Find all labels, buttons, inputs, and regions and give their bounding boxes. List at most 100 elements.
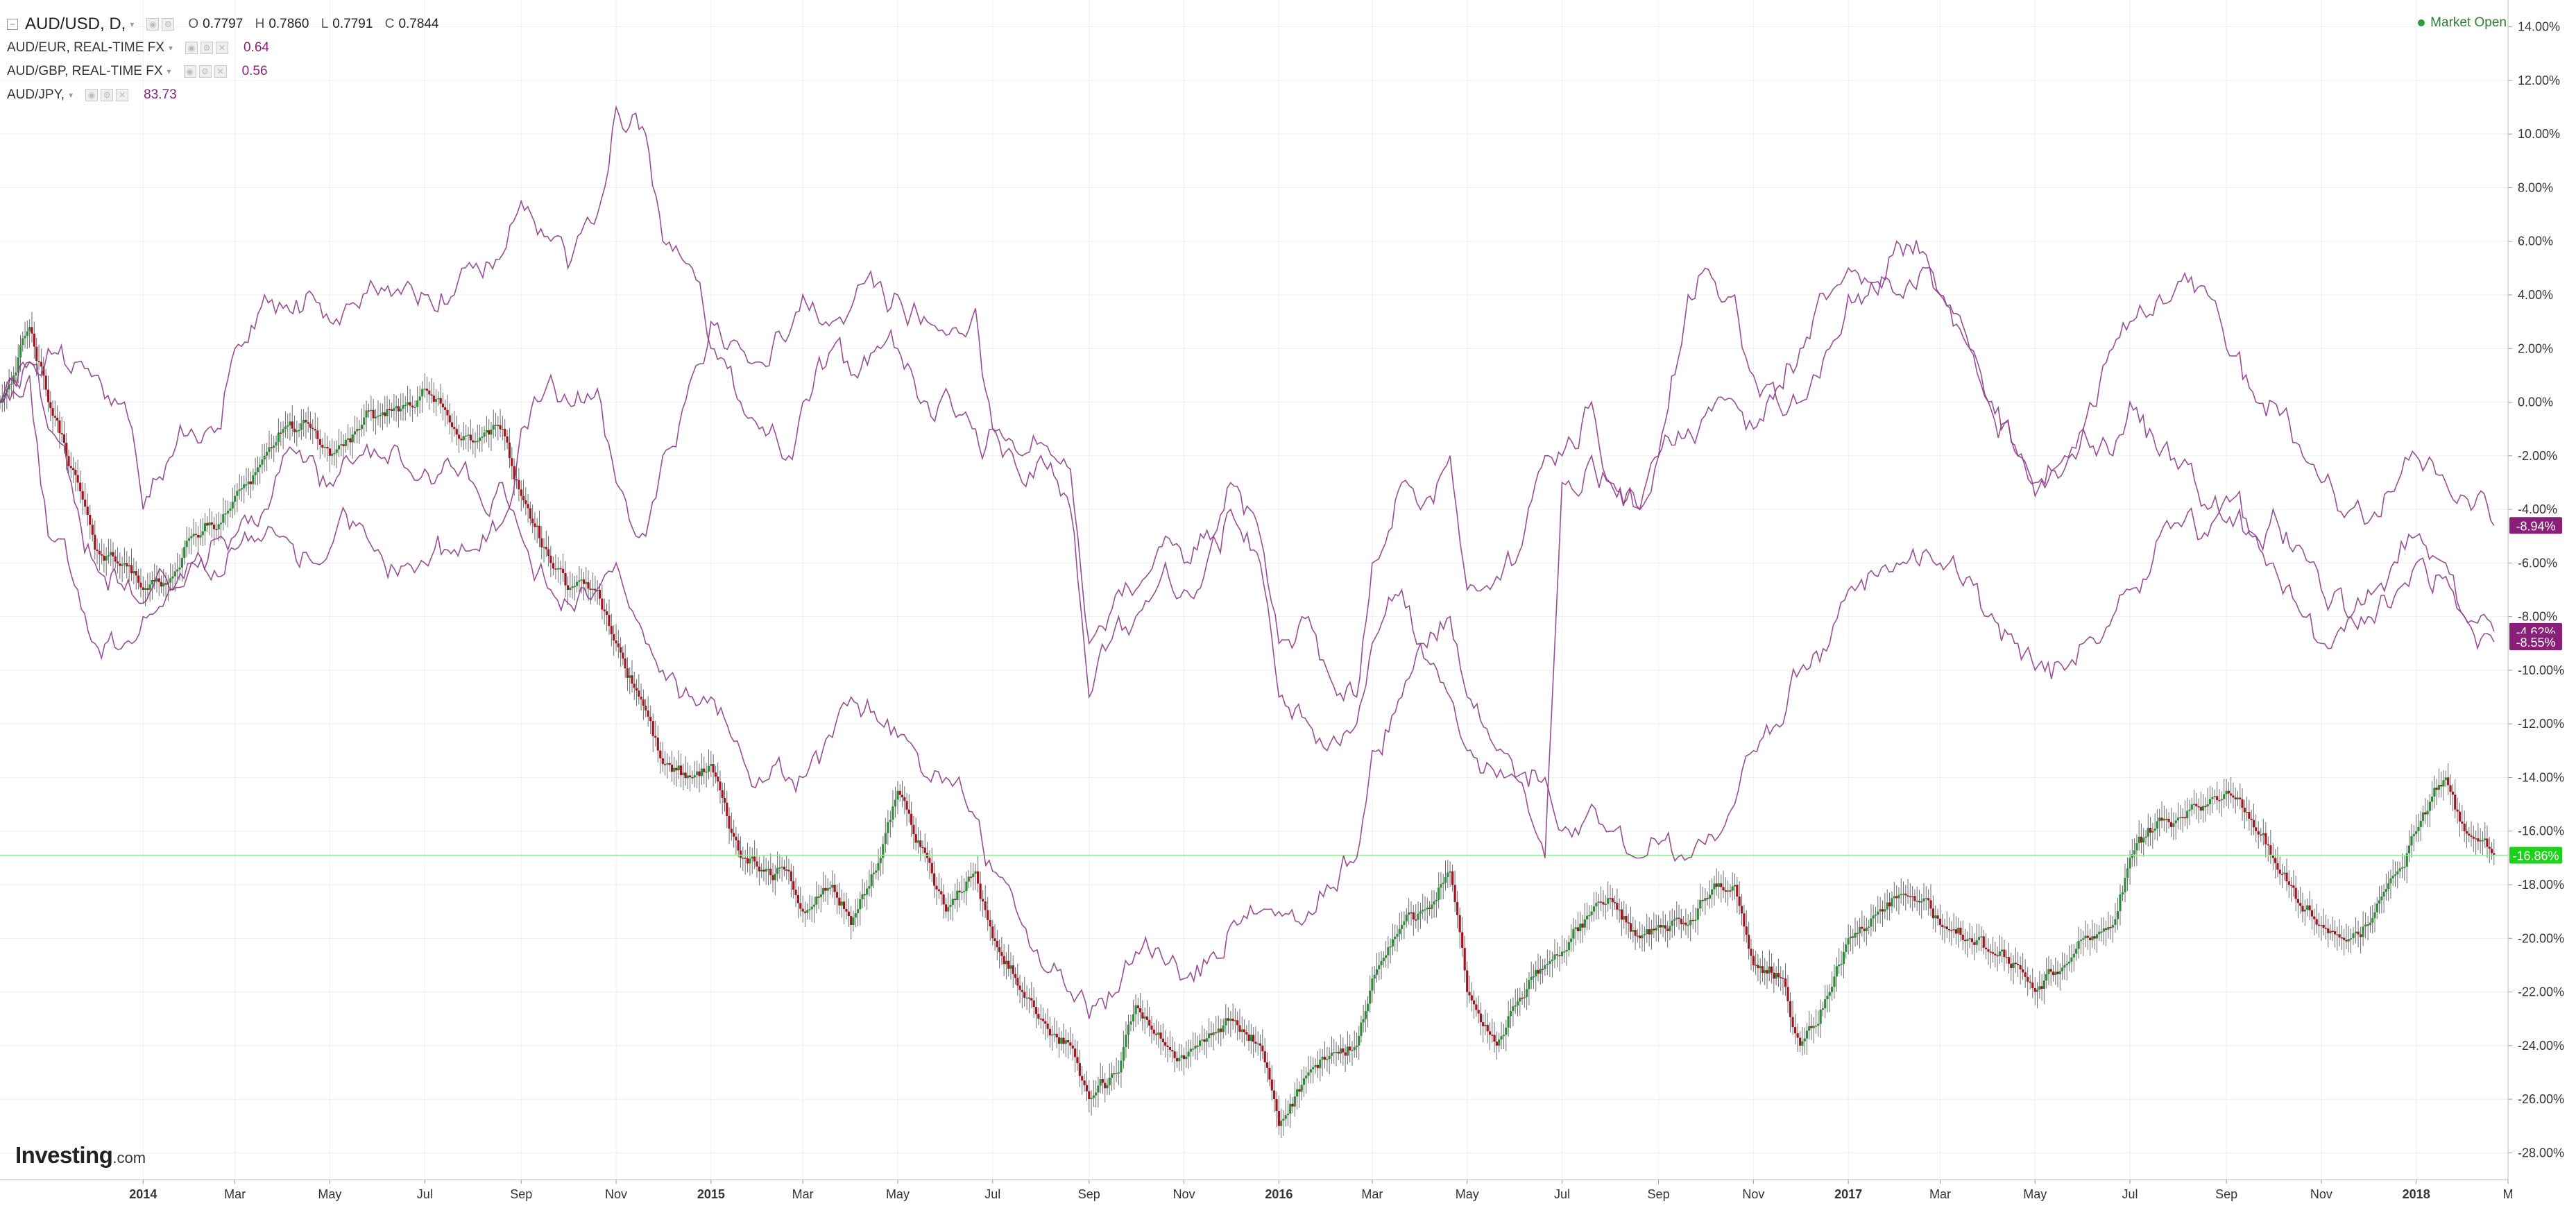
candle <box>312 427 314 430</box>
candle <box>318 439 321 445</box>
candle <box>1113 1073 1116 1075</box>
candle <box>601 598 604 610</box>
candle <box>696 771 699 776</box>
close-icon[interactable]: ✕ <box>216 42 229 54</box>
candle <box>1945 926 1948 930</box>
main-symbol-label[interactable]: AUD/USD, D, <box>25 15 126 33</box>
candle <box>2267 844 2269 846</box>
candle <box>194 534 197 535</box>
candle <box>2151 831 2154 833</box>
candle <box>2179 817 2182 819</box>
eye-icon[interactable]: ◉ <box>146 18 160 31</box>
candle <box>2310 910 2314 917</box>
candle <box>1007 960 1010 969</box>
candle <box>520 489 522 496</box>
candle <box>1592 906 1596 912</box>
candle <box>2245 812 2249 813</box>
candle <box>721 790 724 798</box>
candle <box>649 716 652 722</box>
eye-icon[interactable]: ◉ <box>183 65 196 78</box>
x-tick-label: 2018 <box>2403 1187 2430 1201</box>
candle <box>1736 885 1739 897</box>
overlay-symbol-label[interactable]: AUD/JPY, <box>7 87 65 102</box>
candle <box>2371 917 2374 923</box>
candle <box>448 415 451 423</box>
candle <box>987 910 989 920</box>
candle <box>2352 933 2355 939</box>
candle <box>2308 905 2311 910</box>
chevron-down-icon[interactable]: ▾ <box>168 43 173 53</box>
candle <box>2114 919 2117 925</box>
candle <box>386 409 389 416</box>
candle <box>767 869 770 870</box>
candle <box>1243 1029 1246 1033</box>
chevron-down-icon[interactable]: ▾ <box>69 90 74 100</box>
candle <box>1231 1019 1234 1021</box>
candle <box>2396 871 2399 875</box>
eye-icon[interactable]: ◉ <box>185 42 198 54</box>
candle <box>2109 926 2112 928</box>
candle <box>808 909 811 910</box>
candle <box>1957 927 1960 934</box>
chevron-down-icon[interactable]: ▾ <box>167 67 171 76</box>
candle <box>105 556 108 561</box>
candle <box>35 346 38 362</box>
eye-icon[interactable]: ◉ <box>85 89 99 101</box>
candle <box>2131 854 2133 858</box>
candle <box>1034 1007 1038 1014</box>
y-tick-label: 4.00% <box>2518 288 2553 302</box>
candle <box>1298 1089 1301 1092</box>
candle <box>1886 902 1888 910</box>
candle <box>1150 1026 1153 1030</box>
candle <box>103 555 105 561</box>
close-icon[interactable]: ✕ <box>214 65 227 78</box>
candle <box>1704 898 1707 901</box>
candle <box>1064 1040 1067 1044</box>
candle <box>1012 965 1014 974</box>
candle <box>1602 902 1605 905</box>
candle <box>160 581 163 587</box>
chevron-down-icon[interactable]: ▾ <box>130 19 135 29</box>
candle <box>1814 1025 1818 1027</box>
candle <box>2016 964 2020 965</box>
candle <box>492 425 495 430</box>
overlay-symbol-label[interactable]: AUD/EUR, REAL-TIME FX <box>7 40 164 55</box>
candle <box>1453 885 1456 902</box>
candle <box>2333 931 2337 935</box>
candle <box>1110 1073 1114 1078</box>
candle <box>1129 1021 1132 1025</box>
candle <box>1782 978 1784 979</box>
settings-icon[interactable]: ⚙ <box>101 89 114 101</box>
candle <box>224 513 227 515</box>
candle <box>1284 1114 1287 1119</box>
candle <box>877 863 880 871</box>
overlay-symbol-label[interactable]: AUD/GBP, REAL-TIME FX <box>7 64 163 78</box>
candle <box>1205 1038 1208 1042</box>
settings-icon[interactable]: ⚙ <box>201 42 214 54</box>
brand-logo[interactable]: Investing.com <box>15 1142 146 1169</box>
settings-icon[interactable]: ⚙ <box>198 65 212 78</box>
candle <box>1164 1042 1167 1046</box>
candle <box>511 458 513 466</box>
settings-icon[interactable]: ⚙ <box>162 18 175 31</box>
candle <box>1326 1059 1329 1060</box>
candle <box>1097 1085 1100 1093</box>
candle <box>1316 1064 1320 1069</box>
candle <box>1282 1119 1285 1121</box>
candle <box>2331 931 2334 932</box>
candle <box>1265 1062 1269 1068</box>
candle <box>870 874 873 887</box>
candle <box>527 504 529 509</box>
candle <box>406 402 409 405</box>
collapse-legend-icon[interactable]: – <box>7 19 18 30</box>
close-icon[interactable]: ✕ <box>116 89 129 101</box>
candle <box>919 840 922 847</box>
candle <box>1671 920 1673 926</box>
y-tick-label: -18.00% <box>2518 878 2564 892</box>
candle <box>923 847 926 853</box>
candle <box>624 659 626 669</box>
candle <box>610 626 613 634</box>
candle <box>2047 969 2050 974</box>
candle <box>1634 930 1637 936</box>
